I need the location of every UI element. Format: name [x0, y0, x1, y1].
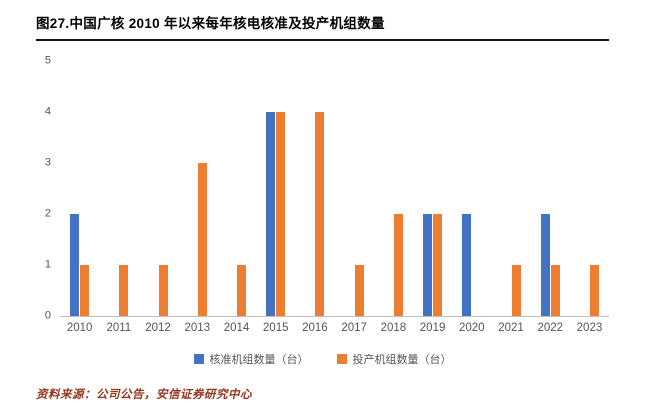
bar — [158, 265, 168, 316]
y-tick-label: 4 — [44, 105, 51, 118]
legend-label: 投产机组数量（台） — [352, 354, 452, 366]
bar — [511, 265, 521, 316]
bar — [119, 265, 129, 316]
bar-group — [138, 61, 177, 316]
x-tick-label: 2018 — [380, 322, 407, 334]
x-tick-label: 2021 — [498, 322, 524, 334]
bar — [70, 214, 80, 316]
bar-group — [413, 61, 452, 316]
bar-group — [217, 61, 256, 316]
y-axis: 0 1 2 3 4 5 — [36, 55, 60, 321]
chart-title: 图27.中国广核 2010 年以来每年核电核准及投产机组数量 — [36, 12, 609, 41]
x-tick-label: 2014 — [223, 322, 250, 334]
source-note: 资料来源：公司公告，安信证券研究中心 — [36, 389, 252, 401]
x-tick-label: 2016 — [302, 322, 328, 334]
bar — [433, 214, 443, 316]
bar-group — [60, 61, 99, 316]
bar — [315, 112, 325, 316]
legend: 核准机组数量（台） 投产机组数量（台） — [36, 351, 609, 367]
y-tick-label: 2 — [44, 207, 51, 220]
bar — [423, 214, 433, 316]
x-tick-label: 2020 — [459, 322, 485, 334]
x-tick-label: 2011 — [106, 322, 132, 334]
bar — [354, 265, 364, 316]
bar — [266, 112, 276, 316]
legend-swatch-icon — [336, 354, 347, 364]
bar — [197, 163, 207, 316]
bar-group — [374, 61, 413, 316]
bar — [462, 214, 472, 316]
bar-group — [295, 61, 334, 316]
bar — [276, 112, 286, 316]
legend-label: 核准机组数量（台） — [209, 354, 309, 366]
y-tick-label: 1 — [44, 258, 51, 271]
bar-group — [256, 61, 295, 316]
legend-item: 投产机组数量（台） — [336, 351, 452, 367]
bar — [80, 265, 90, 316]
x-tick-label: 2023 — [576, 322, 603, 334]
plot-column: 2010 2011 2012 2013 2014 2015 2016 2017 2018 2019… — [60, 61, 609, 334]
bar-group — [178, 61, 217, 316]
bar-group — [491, 61, 530, 316]
bar — [550, 265, 560, 316]
x-tick-label: 2022 — [537, 322, 564, 334]
legend-item: 核准机组数量（台） — [193, 351, 309, 367]
y-tick-label: 5 — [44, 54, 51, 67]
plot-area — [60, 61, 609, 317]
bar — [589, 265, 599, 316]
bar-group — [452, 61, 491, 316]
bar-group — [99, 61, 138, 316]
legend-swatch-icon — [193, 354, 204, 364]
x-tick-label: 2019 — [419, 322, 446, 334]
x-tick-label: 2013 — [184, 322, 211, 334]
bar — [236, 265, 246, 316]
bar-group — [570, 61, 609, 316]
x-tick-label: 2015 — [262, 322, 289, 334]
bar — [540, 214, 550, 316]
x-tick-label: 2012 — [145, 322, 171, 334]
x-axis: 2010 2011 2012 2013 2014 2015 2016 2017 2018 2019… — [60, 322, 609, 334]
bar-group — [531, 61, 570, 316]
bar — [393, 214, 403, 316]
y-tick-label: 3 — [44, 156, 51, 169]
y-tick-label: 0 — [44, 309, 51, 322]
x-tick-label: 2010 — [66, 322, 93, 334]
x-tick-label: 2017 — [341, 322, 367, 334]
bar-group — [335, 61, 374, 316]
